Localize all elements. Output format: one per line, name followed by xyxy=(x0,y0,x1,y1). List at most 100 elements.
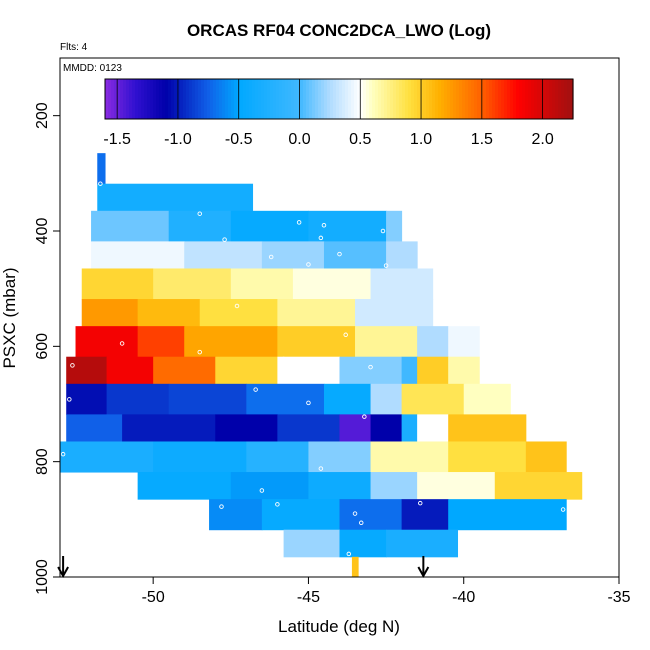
heatmap-cell xyxy=(401,383,465,415)
track-point xyxy=(119,341,125,346)
track-point xyxy=(383,263,389,268)
colorbar-swatch xyxy=(303,79,307,119)
heatmap-cell xyxy=(277,356,340,385)
heatmap-cell xyxy=(81,268,154,300)
heatmap-cell xyxy=(370,441,449,473)
colorbar-swatch xyxy=(192,79,196,119)
track-point xyxy=(253,387,258,392)
track-point xyxy=(60,451,66,457)
colorbar-swatch xyxy=(564,79,568,119)
y-axis: 200 400 600 800 1000 xyxy=(34,102,60,595)
track-point xyxy=(296,220,302,225)
colorbar-swatch xyxy=(276,79,280,119)
colorbar-swatch xyxy=(471,79,475,119)
colorbar-swatch xyxy=(339,79,343,119)
colorbar-swatch xyxy=(366,79,370,119)
colorbar-swatch xyxy=(318,79,322,119)
colorbar-swatch xyxy=(483,79,487,119)
heatmap-cell xyxy=(153,356,216,385)
colorbar-swatch xyxy=(105,79,109,119)
heatmap-cell xyxy=(370,383,403,415)
colorbar-swatch xyxy=(474,79,478,119)
colorbar-swatch xyxy=(213,79,217,119)
colorbar-swatch xyxy=(510,79,514,119)
colorbar-swatch xyxy=(261,79,265,119)
colorbar-swatch xyxy=(468,79,472,119)
colorbar-swatch xyxy=(147,79,151,119)
heatmap-cell xyxy=(525,441,567,473)
heatmap-cell xyxy=(386,210,403,242)
heatmap-cell xyxy=(137,299,201,327)
colorbar-swatch xyxy=(420,79,424,119)
heatmap-cell xyxy=(355,299,434,327)
colorbar-swatch xyxy=(489,79,493,119)
colorbar-swatch xyxy=(333,79,337,119)
colorbar-swatch xyxy=(360,79,364,119)
colorbar-swatch xyxy=(294,79,298,119)
heatmap-cell xyxy=(308,441,372,473)
track-point xyxy=(281,356,286,362)
track-point xyxy=(368,364,373,370)
colorbar-tick-label: 1.5 xyxy=(471,131,493,148)
heatmap-cell xyxy=(463,383,511,415)
colorbar-swatch xyxy=(336,79,340,119)
track-point xyxy=(253,188,258,193)
colorbar-swatch xyxy=(528,79,532,119)
heatmap-cell xyxy=(401,499,449,531)
heatmap-cell xyxy=(199,299,278,327)
colorbar-swatch xyxy=(504,79,508,119)
colorbar-swatch xyxy=(384,79,388,119)
colorbar-swatch xyxy=(435,79,439,119)
colorbar-swatch xyxy=(135,79,139,119)
colorbar-swatch xyxy=(369,79,373,119)
track-point xyxy=(352,511,358,516)
colorbar-swatch xyxy=(126,79,130,119)
colorbar-swatch xyxy=(156,79,160,119)
track-point xyxy=(318,235,324,241)
colorbar-swatch xyxy=(378,79,382,119)
track-point xyxy=(197,349,202,355)
colorbar-swatch xyxy=(171,79,175,119)
y-axis-label: PSXC (mbar) xyxy=(0,267,19,368)
heatmap-cell xyxy=(230,472,309,500)
colorbar-ticks: -1.5 -1.0 -0.5 0.0 0.5 1.0 1.5 2.0 xyxy=(103,79,554,148)
colorbar-swatch xyxy=(486,79,490,119)
colorbar-swatch xyxy=(513,79,517,119)
colorbar-swatch xyxy=(465,79,469,119)
heatmap-cell xyxy=(351,556,359,578)
colorbar-swatch xyxy=(546,79,550,119)
track-point xyxy=(268,254,274,260)
track-point xyxy=(234,303,240,309)
heatmap-cell xyxy=(137,472,232,500)
colorbar-swatch xyxy=(459,79,463,119)
colorbar-swatch xyxy=(219,79,223,119)
y-tick-label: 200 xyxy=(34,102,51,129)
heatmap-cell xyxy=(97,183,254,212)
heatmap-cell xyxy=(339,356,403,385)
colorbar-swatch xyxy=(423,79,427,119)
track-point xyxy=(362,414,367,419)
heatmap-cell xyxy=(66,414,123,442)
colorbar-swatch xyxy=(255,79,259,119)
colorbar-swatch xyxy=(342,79,346,119)
colorbar-swatch xyxy=(396,79,400,119)
colorbar-swatch xyxy=(444,79,448,119)
colorbar-swatch xyxy=(432,79,436,119)
y-tick-label: 1000 xyxy=(34,559,51,595)
heatmap-cell xyxy=(370,472,418,500)
colorbar-swatch xyxy=(195,79,199,119)
colorbar-swatch xyxy=(450,79,454,119)
heatmap-cell xyxy=(209,499,263,531)
colorbar-swatch xyxy=(441,79,445,119)
colorbar-swatch xyxy=(540,79,544,119)
flights-label: Flts: 4 xyxy=(60,42,88,53)
colorbar-swatch xyxy=(549,79,553,119)
colorbar-swatch xyxy=(162,79,166,119)
colorbar-swatch xyxy=(447,79,451,119)
colorbar-swatch xyxy=(246,79,250,119)
colorbar-gradient xyxy=(105,79,574,119)
heatmap-cell xyxy=(230,268,294,300)
heatmap-cell xyxy=(323,383,372,415)
heatmap-cell xyxy=(417,472,496,500)
